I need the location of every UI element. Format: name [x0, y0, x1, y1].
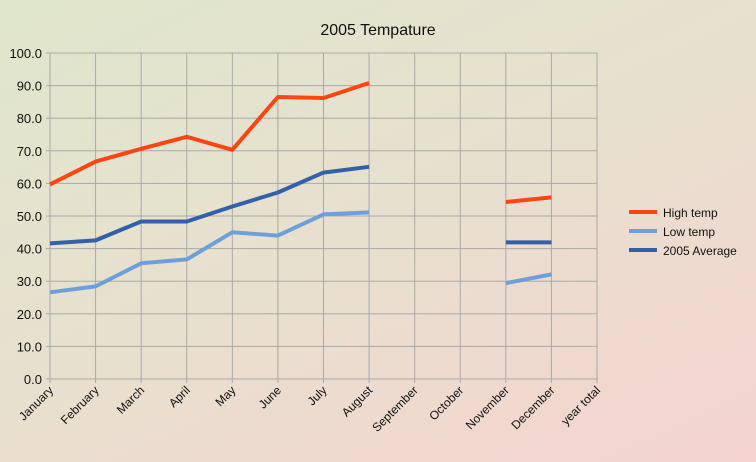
- x-tick-label: April: [166, 383, 193, 410]
- series-line-high-temp: [49, 81, 552, 204]
- y-tick-label: 70.0: [17, 144, 42, 159]
- legend-label: 2005 Average: [663, 244, 737, 258]
- y-tick-label: 80.0: [17, 111, 42, 126]
- x-tick-label: June: [256, 383, 285, 412]
- series-line-2005-average: [49, 164, 552, 246]
- x-tick-label: November: [463, 383, 512, 432]
- x-tick-label: September: [369, 383, 420, 434]
- x-tick-label: February: [58, 383, 102, 427]
- y-tick-label: 60.0: [17, 176, 42, 191]
- x-tick-label: October: [426, 383, 466, 423]
- x-tick-label: January: [16, 383, 56, 423]
- x-tick-label: March: [114, 383, 147, 416]
- x-tick-label: May: [213, 383, 239, 409]
- y-tick-label: 50.0: [17, 209, 42, 224]
- x-tick-label: July: [305, 383, 330, 408]
- y-tick-label: 40.0: [17, 242, 42, 257]
- y-tick-label: 30.0: [17, 274, 42, 289]
- y-tick-label: 90.0: [17, 79, 42, 94]
- series-line-low-temp: [49, 210, 552, 295]
- y-tick-label: 100.0: [9, 46, 42, 61]
- x-tick-label: December: [508, 383, 557, 432]
- y-tick-label: 10.0: [17, 339, 42, 354]
- x-tick-label: August: [339, 383, 376, 420]
- x-tick-label: year total: [558, 383, 603, 428]
- chart-title: 2005 Tempature: [320, 22, 435, 39]
- y-tick-label: 0.0: [24, 372, 42, 387]
- y-tick-label: 20.0: [17, 307, 42, 322]
- legend-label: Low temp: [663, 225, 715, 239]
- legend-label: High temp: [663, 206, 718, 220]
